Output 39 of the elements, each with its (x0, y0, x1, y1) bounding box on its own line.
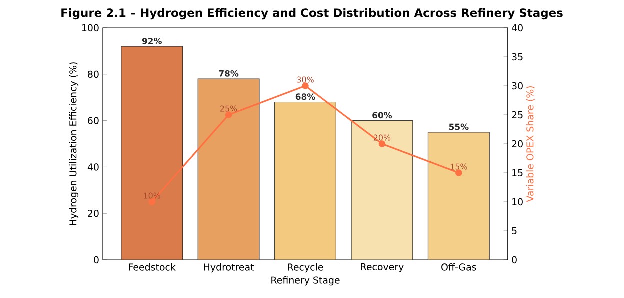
y2-tick-label: 30 (512, 82, 523, 90)
data-label: 68% (296, 94, 316, 100)
bar (274, 102, 336, 260)
data-label: 78% (219, 70, 239, 77)
y-axis-title: Hydrogen Utilization Efficiency (%) (69, 62, 79, 226)
y-tick-label: 0 (94, 256, 99, 264)
chart-title: Figure 2.1 – Hydrogen Efficiency and Cost Distribution Across Refinery Stages (62, 8, 563, 20)
y2-tick-label: 40 (512, 24, 523, 32)
y-tick-label: 100 (82, 24, 99, 32)
x-tick-label: Hydrotreat (204, 264, 254, 273)
y2-tick-label: 10 (512, 198, 523, 206)
bar (351, 120, 414, 260)
data-label: 60% (372, 112, 392, 119)
y-tick-label: 60 (88, 117, 99, 124)
x-tick-label: Off-Gas (442, 264, 476, 271)
point (302, 82, 309, 90)
y2-tick-label: 20 (512, 140, 523, 148)
y-tick-label: 80 (88, 70, 99, 78)
y2-tick-label: 15 (512, 169, 523, 177)
point (225, 112, 232, 118)
y2-axis-title: Variable OPEX Share (%) (526, 86, 535, 202)
data-label: 92% (142, 38, 162, 44)
y2-tick-label: 35 (512, 53, 523, 61)
bar (198, 78, 260, 260)
bar (428, 132, 490, 260)
point (378, 140, 386, 148)
y2-tick-label: 25 (512, 111, 523, 119)
point (148, 198, 156, 206)
x-tick-label: Feedstock (129, 264, 176, 271)
y-tick-label: 20 (88, 210, 99, 218)
data-label: 55% (449, 124, 469, 130)
x-tick-label: Recovery (361, 264, 404, 272)
bar (121, 46, 184, 260)
y-tick-label: 40 (88, 164, 99, 171)
x-axis-title: Refinery Stage (272, 276, 340, 286)
point (456, 170, 462, 176)
x-tick-label: Recycle (288, 264, 324, 273)
y2-tick-label: 0 (512, 256, 517, 264)
y2-tick-label: 5 (512, 227, 517, 235)
